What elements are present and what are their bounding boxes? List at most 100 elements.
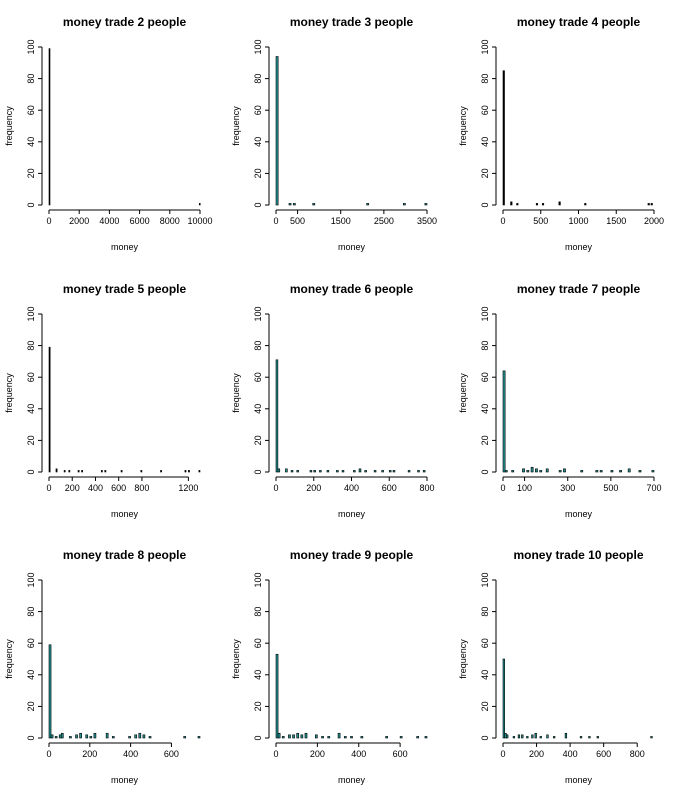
histogram-bar [292,203,296,206]
y-tick-label: 100 [480,572,490,587]
histogram-bar [81,470,83,473]
histogram-panel: money trade 3 people 0 500 1500 2500 3500 mone… [231,15,437,252]
histogram-bar [60,732,64,739]
x-tick-label: 200 [65,483,80,493]
x-tick-label: 1000 [568,216,588,226]
histogram-bar [134,734,138,739]
histogram-bar [184,470,187,473]
histogram-bar [535,203,539,206]
x-tick-label: 2000 [644,216,664,226]
histogram-bar [392,470,396,473]
histogram-bar [197,736,201,739]
histogram-bar [198,470,201,473]
histogram-bar [522,468,525,473]
histogram-bar [120,470,123,473]
histogram-bar [558,470,562,473]
y-tick-label: 60 [253,638,263,648]
histogram-bar [638,470,642,473]
histogram-bar [341,470,345,473]
histogram-bar [142,734,146,739]
histogram-bar [160,470,162,473]
chart-title: money trade 2 people [63,15,187,29]
histogram-bar [281,736,285,739]
histogram-bar [517,734,521,739]
y-tick-label: 0 [26,202,36,207]
x-tick-label: 1500 [331,216,351,226]
x-tick-label: 400 [123,749,138,759]
y-tick-label: 20 [26,435,36,445]
histogram-bar [285,468,288,473]
y-tick-label: 0 [26,735,36,740]
histogram-bar [511,470,515,473]
x-tick-label: 4000 [99,216,119,226]
x-tick-label: 2500 [374,216,394,226]
histogram-bar [588,736,591,739]
y-tick-label: 60 [26,105,36,115]
histogram-bar [69,736,72,739]
y-tick-label: 20 [253,701,263,711]
histogram-bar [422,470,426,473]
histogram-bar [327,736,331,739]
x-tick-label: 6000 [130,216,150,226]
chart-title: money trade 6 people [290,282,414,296]
x-tick-label: 600 [111,483,126,493]
y-tick-label: 80 [253,607,263,617]
histogram-bar [277,732,281,739]
y-axis-label: frequency [4,639,14,679]
histogram-bar [198,203,201,206]
chart-title: money trade 3 people [290,15,414,29]
x-tick-label: 300 [560,483,575,493]
y-tick-label: 100 [480,306,490,321]
histogram-bar [360,736,364,739]
histogram-bar [388,470,392,473]
y-tick-label: 0 [26,469,36,474]
y-axis-label: frequency [458,106,468,146]
y-axis-label: frequency [458,373,468,413]
histogram-bar [399,736,403,739]
histogram-bar [350,736,353,739]
y-tick-label: 80 [253,74,263,84]
histogram-bar [610,470,614,473]
chart-title: money trade 7 people [517,282,641,296]
histogram-bar [48,346,51,473]
y-tick-label: 40 [26,137,36,147]
histogram-bar [93,732,97,739]
histogram-bar [48,644,52,739]
histogram-bar [502,370,506,473]
y-tick-label: 40 [253,404,263,414]
histogram-bar [510,201,513,206]
histogram-bar [105,732,109,739]
histogram-bar [77,470,80,473]
x-axis-label: money [338,509,366,519]
y-axis-label: frequency [231,373,241,413]
x-axis-label: money [111,242,139,252]
x-tick-label: 0 [273,749,278,759]
y-tick-label: 20 [26,168,36,178]
y-tick-label: 40 [253,670,263,680]
y-tick-label: 60 [480,372,490,382]
x-tick-label: 100 [517,483,532,493]
x-axis-label: money [338,242,366,252]
y-tick-label: 0 [480,735,490,740]
histogram-bar [530,466,534,473]
y-tick-label: 100 [480,39,490,54]
x-tick-label: 600 [393,749,408,759]
x-tick-label: 0 [46,483,51,493]
histogram-bar [321,736,324,739]
histogram-panel: money trade 10 people 0 200 400 600 800 money 0… [458,548,653,785]
x-axis-label: money [111,509,139,519]
y-tick-label: 0 [253,469,263,474]
x-tick-label: 200 [82,749,97,759]
histogram-bar [358,468,362,473]
x-tick-label: 400 [351,749,366,759]
x-axis-label: money [565,775,593,785]
histogram-bar [100,470,103,473]
y-axis-label: frequency [231,106,241,146]
chart-title: money trade 9 people [290,548,414,562]
y-tick-label: 80 [253,341,263,351]
histogram-bar [364,470,367,473]
histogram-bar [553,736,556,739]
